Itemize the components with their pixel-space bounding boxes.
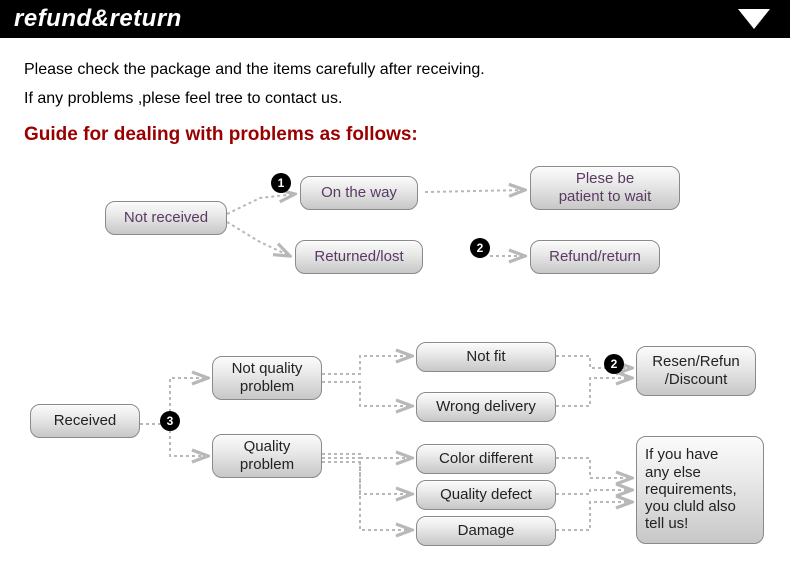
flow-node-returned_lost: Returned/lost [295,240,423,274]
flow-edge-on_the_way-patient_wait [425,190,525,192]
flow-node-quality: Qualityproblem [212,434,322,478]
intro-line-1: Please check the package and the items c… [24,56,766,85]
flow-badge-4: 2 [604,354,624,374]
intro-block: Please check the package and the items c… [0,38,790,118]
header-title: refund&return [14,5,182,33]
flow-edge-not_quality-not_fit [322,356,412,374]
flow-edge-quality-color_diff [322,454,412,458]
flow-edge-color_diff-else_req [556,458,632,478]
flow-node-patient_wait: Plese bepatient to wait [530,166,680,210]
flow-edge-quality-damage [322,462,412,530]
flow-node-else_req: If you haveany elserequirements,you clul… [636,436,764,544]
guide-title: Guide for dealing with problems as follo… [0,118,790,146]
flow-node-not_received: Not received [105,201,227,235]
arrow-down-icon [738,9,770,29]
flow-edge-not_received-on_the_way [227,194,295,214]
flow-badge-3: 3 [160,411,180,431]
flow-edge-wrong_delivery-resend_refund [556,378,632,406]
flow-node-resend_refund: Resen/Refun/Discount [636,346,756,396]
flow-edge-quality_defect-else_req [556,490,632,494]
flow-edge-quality-quality_defect [322,458,412,494]
flow-node-damage: Damage [416,516,556,546]
flow-node-not_quality: Not qualityproblem [212,356,322,400]
flow-edge-not_quality-wrong_delivery [322,382,412,406]
flow-node-refund_return: Refund/return [530,240,660,274]
flow-node-wrong_delivery: Wrong delivery [416,392,556,422]
flow-node-received: Received [30,404,140,438]
flow-badge-1: 1 [271,173,291,193]
flow-node-not_fit: Not fit [416,342,556,372]
intro-line-2: If any problems ,plese feel tree to cont… [24,85,766,114]
flow-edge-damage-else_req [556,502,632,530]
flow-node-quality_defect: Quality defect [416,480,556,510]
header-bar: refund&return [0,0,790,38]
flowchart-canvas: Not received On the way Returned/lost Plese… [0,146,790,576]
flow-edge-not_received-returned_lost [227,222,290,256]
flow-node-color_diff: Color different [416,444,556,474]
flow-badge-2: 2 [470,238,490,258]
flow-node-on_the_way: On the way [300,176,418,210]
